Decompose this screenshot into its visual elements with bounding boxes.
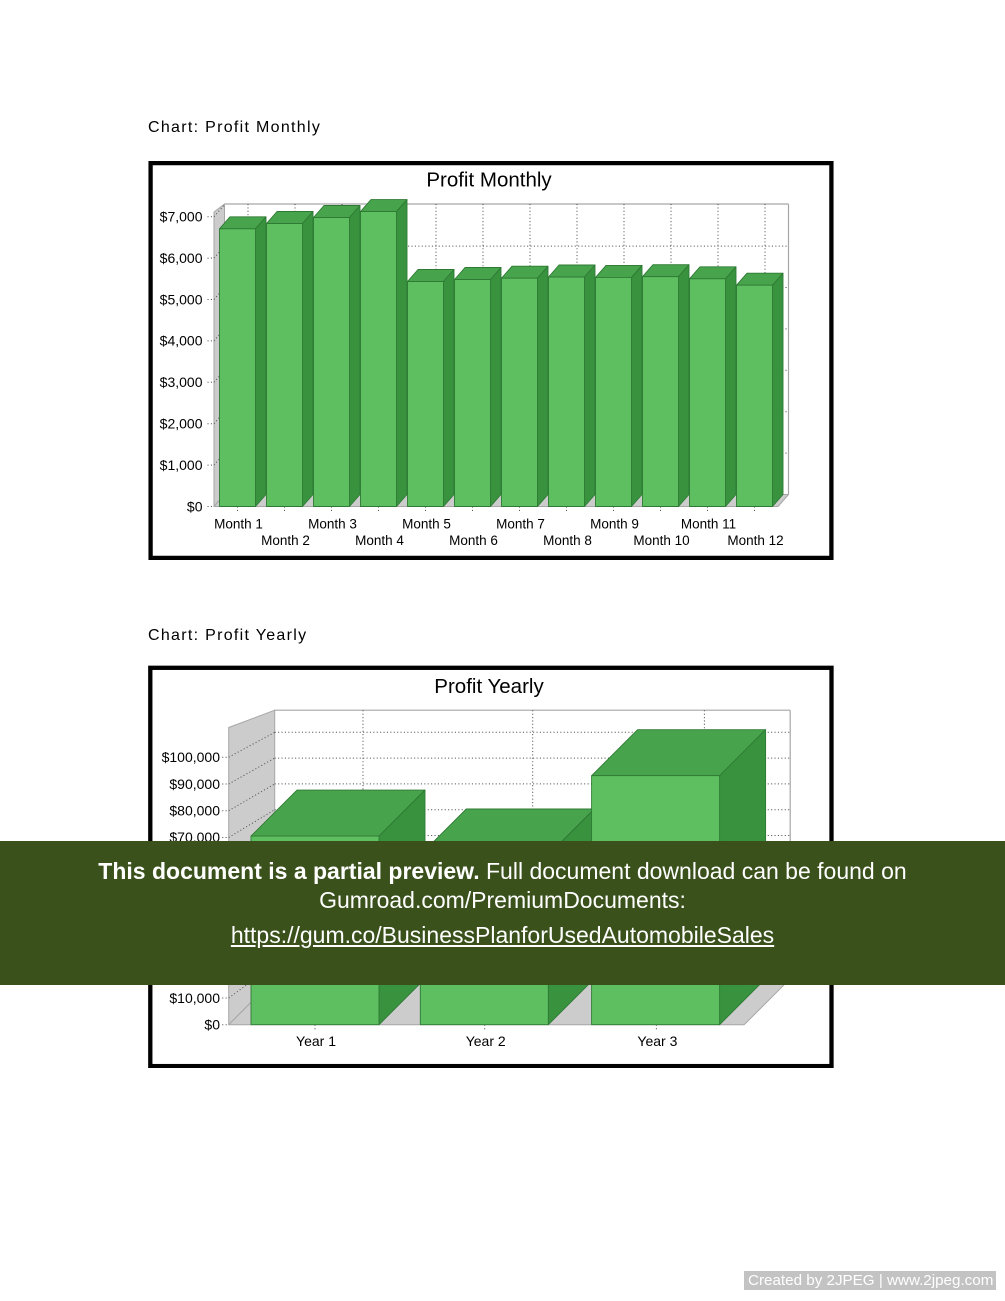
svg-text:$80,000: $80,000 (169, 803, 220, 819)
svg-text:Month 3: Month 3 (308, 516, 357, 531)
svg-text:Month 1: Month 1 (214, 516, 263, 531)
svg-text:Month 5: Month 5 (402, 516, 451, 531)
svg-text:Year 1: Year 1 (296, 1033, 336, 1049)
svg-text:$2,000: $2,000 (160, 416, 203, 432)
svg-text:$5,000: $5,000 (160, 291, 203, 307)
svg-text:Month 2: Month 2 (261, 533, 310, 548)
svg-text:$0: $0 (204, 1017, 220, 1033)
svg-text:$6,000: $6,000 (160, 250, 203, 266)
svg-text:Month 8: Month 8 (543, 533, 592, 548)
svg-text:Month 6: Month 6 (449, 533, 498, 548)
svg-text:$0: $0 (187, 498, 203, 514)
svg-text:$1,000: $1,000 (160, 457, 203, 473)
svg-text:$10,000: $10,000 (169, 990, 220, 1006)
svg-text:Month 4: Month 4 (355, 533, 404, 548)
svg-text:$100,000: $100,000 (162, 749, 221, 765)
svg-text:Profit Yearly: Profit Yearly (434, 675, 544, 698)
svg-text:Month 10: Month 10 (633, 533, 689, 548)
svg-text:$4,000: $4,000 (160, 333, 203, 349)
svg-text:Month 11: Month 11 (681, 516, 736, 531)
svg-text:Month 9: Month 9 (590, 516, 639, 531)
svg-text:$7,000: $7,000 (160, 209, 203, 225)
svg-text:Profit Monthly: Profit Monthly (426, 169, 552, 192)
svg-text:Year 3: Year 3 (637, 1033, 677, 1049)
svg-text:$90,000: $90,000 (169, 776, 220, 792)
svg-text:$3,000: $3,000 (160, 374, 203, 390)
svg-text:Month 12: Month 12 (727, 533, 783, 548)
svg-text:Year 2: Year 2 (466, 1033, 506, 1049)
svg-text:Month 7: Month 7 (496, 516, 545, 531)
